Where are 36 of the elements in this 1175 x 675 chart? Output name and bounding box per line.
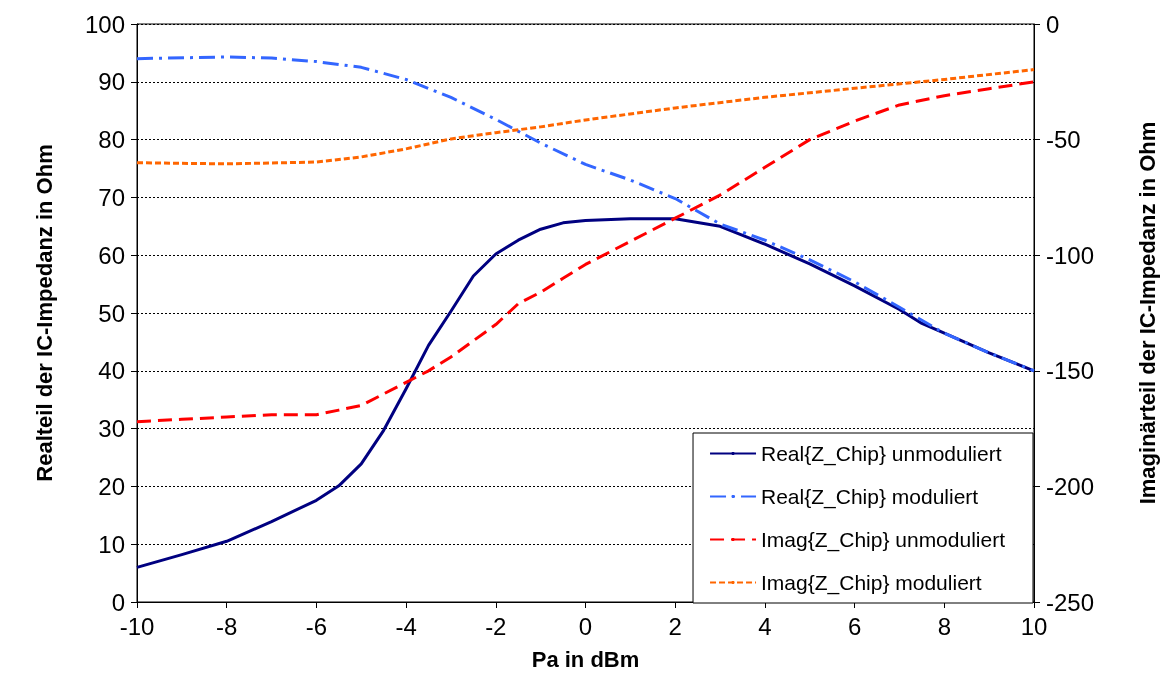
y-tick-label: 100 (84, 10, 125, 38)
x-axis-title: Pa in dBm (531, 646, 640, 672)
x-tick-label: 10 (1020, 612, 1048, 640)
x-tick-label: 2 (668, 612, 682, 640)
y-tick-label: 70 (98, 183, 125, 211)
legend-label: Imag{Z_Chip} unmoduliert (761, 528, 1006, 552)
y2-axis-title: Imaginärteil der IC-Impedanz in Ohm (1134, 121, 1160, 505)
y-tick-label: 60 (98, 241, 125, 269)
y-axis-title: Realteil der IC-Impedanz in Ohm (31, 144, 57, 482)
y-tick-label: 50 (98, 299, 125, 327)
line-series (135, 80, 1036, 424)
legend-label: Real{Z_Chip} moduliert (761, 485, 979, 509)
x-tick-label: -6 (305, 612, 328, 640)
y-tick-label: 90 (98, 68, 125, 96)
x-tick-label: -4 (395, 612, 417, 640)
y2-tick-label: -50 (1046, 126, 1081, 154)
y2-tick-label: -250 (1046, 588, 1095, 616)
y-tick-label: 80 (98, 126, 125, 154)
y-tick-label: 40 (98, 357, 125, 385)
x-tick-label: -8 (216, 612, 238, 640)
x-tick-label: 8 (937, 612, 951, 640)
x-tick-label: 6 (847, 612, 862, 640)
line-series (135, 55, 1036, 373)
line-series (135, 68, 1036, 166)
legend-label: Real{Z_Chip} unmoduliert (761, 442, 1002, 466)
y2-tick-label: -200 (1046, 472, 1095, 500)
y2-tick-label: -100 (1046, 241, 1095, 269)
x-tick-label: 0 (578, 612, 593, 640)
y-tick-label: 30 (98, 415, 125, 443)
y2-tick-label: 0 (1046, 10, 1060, 38)
x-tick-label: 4 (758, 612, 772, 640)
legend-label: Imag{Z_Chip} moduliert (761, 571, 982, 595)
x-tick-label: -2 (485, 612, 507, 640)
y-tick-label: 10 (98, 530, 125, 558)
y-tick-label: 20 (98, 472, 125, 500)
y2-tick-label: -150 (1046, 357, 1095, 385)
